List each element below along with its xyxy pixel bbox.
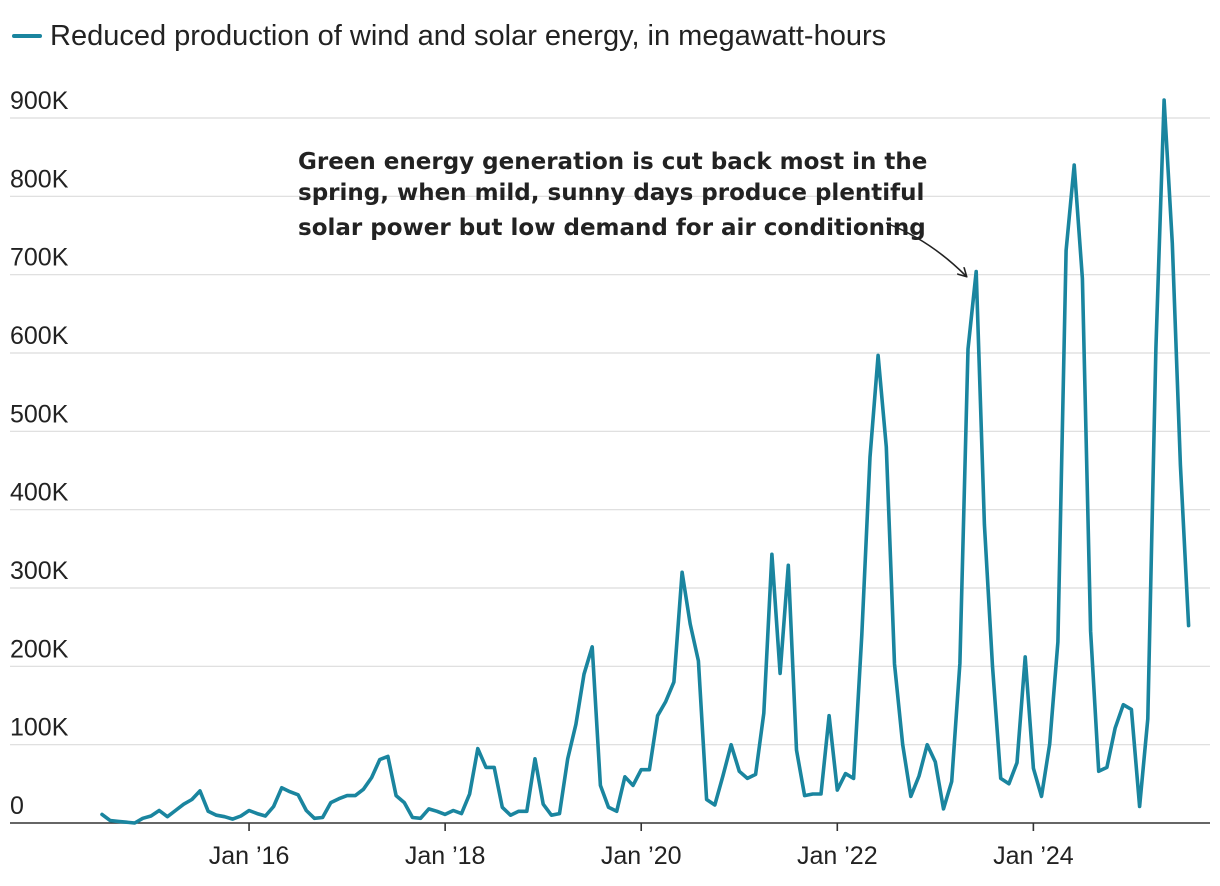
x-axis [10, 822, 1210, 831]
y-tick-label: 800K [10, 165, 69, 193]
series-layer [100, 98, 1191, 825]
y-tick-label: 600K [10, 322, 69, 350]
x-tick-label: Jan ’20 [601, 842, 682, 870]
y-tick-label: 200K [10, 635, 69, 663]
annotation: Green energy generation is cut back most… [298, 149, 966, 276]
y-tick-label: 500K [10, 400, 69, 428]
y-axis-labels: 0 100K 200K 300K 400K 500K 600K 700K 800K 900K [10, 87, 69, 820]
y-tick-label: 900K [10, 87, 69, 115]
legend-swatch [12, 34, 42, 38]
x-tick-label: Jan ’22 [797, 842, 878, 870]
x-tick-label: Jan ’16 [209, 842, 290, 870]
y-tick-label: 0 [10, 792, 24, 820]
annotation-line-1: Green energy generation is cut back most… [298, 149, 927, 175]
gridlines [10, 117, 1210, 746]
y-tick-label: 700K [10, 244, 69, 272]
annotation-line-3: solar power but low demand for air condi… [298, 215, 926, 241]
y-tick-label: 300K [10, 557, 69, 585]
x-tick-label: Jan ’18 [405, 842, 486, 870]
annotation-arrow [885, 222, 966, 276]
y-tick-label: 400K [10, 479, 69, 507]
annotation-line-2: spring, when mild, sunny days produce pl… [298, 180, 924, 206]
x-axis-labels: Jan ’16 Jan ’18 Jan ’20 Jan ’22 Jan ’24 [209, 842, 1074, 870]
y-tick-label: 100K [10, 714, 69, 742]
legend-label: Reduced production of wind and solar ene… [50, 19, 887, 52]
chart-legend: Reduced production of wind and solar ene… [12, 16, 886, 56]
series-line [100, 98, 1191, 825]
x-tick-label: Jan ’24 [993, 842, 1074, 870]
